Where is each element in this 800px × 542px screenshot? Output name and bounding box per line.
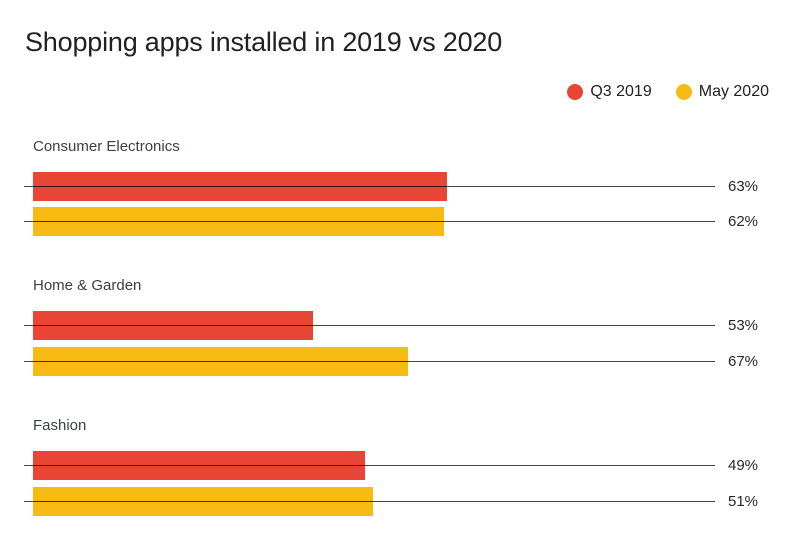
legend-item-q3-2019: Q3 2019 [567,83,652,101]
leader-line-fashion-q3-2019 [24,464,715,466]
legend: Q3 2019 May 2020 [567,83,769,101]
value-label-fashion-q3-2019: 49% [728,457,759,474]
legend-swatch-may-2020 [675,84,692,100]
value-label-consumer-electronics-may-2020: 62% [728,213,759,230]
bar-row-consumer-electronics-may-2020: 62% [0,207,800,236]
bar-row-fashion-may-2020: 51% [0,487,800,516]
leader-line-home-garden-may-2020 [24,360,715,362]
value-label-consumer-electronics-q3-2019: 63% [728,178,759,195]
value-label-fashion-may-2020: 51% [728,493,759,510]
value-label-home-garden-q3-2019: 53% [728,317,759,334]
legend-label-may-2020: May 2020 [698,83,769,100]
bar-row-home-garden-may-2020: 67% [0,347,800,376]
legend-swatch-q3-2019 [567,84,584,100]
bar-row-consumer-electronics-q3-2019: 63% [0,172,800,201]
category-label-home-garden: Home & Garden [33,277,142,294]
category-label-consumer-electronics: Consumer Electronics [33,138,180,155]
leader-line-fashion-may-2020 [24,500,715,502]
legend-label-q3-2019: Q3 2019 [590,83,652,100]
legend-item-may-2020: May 2020 [675,83,769,101]
leader-line-consumer-electronics-q3-2019 [24,185,715,187]
leader-line-home-garden-q3-2019 [24,324,715,326]
value-label-home-garden-may-2020: 67% [728,353,759,370]
chart-title: Shopping apps installed in 2019 vs 2020 [25,27,503,57]
category-label-fashion: Fashion [33,417,87,434]
leader-line-consumer-electronics-may-2020 [24,220,715,222]
bar-row-home-garden-q3-2019: 53% [0,311,800,340]
bar-row-fashion-q3-2019: 49% [0,451,800,480]
